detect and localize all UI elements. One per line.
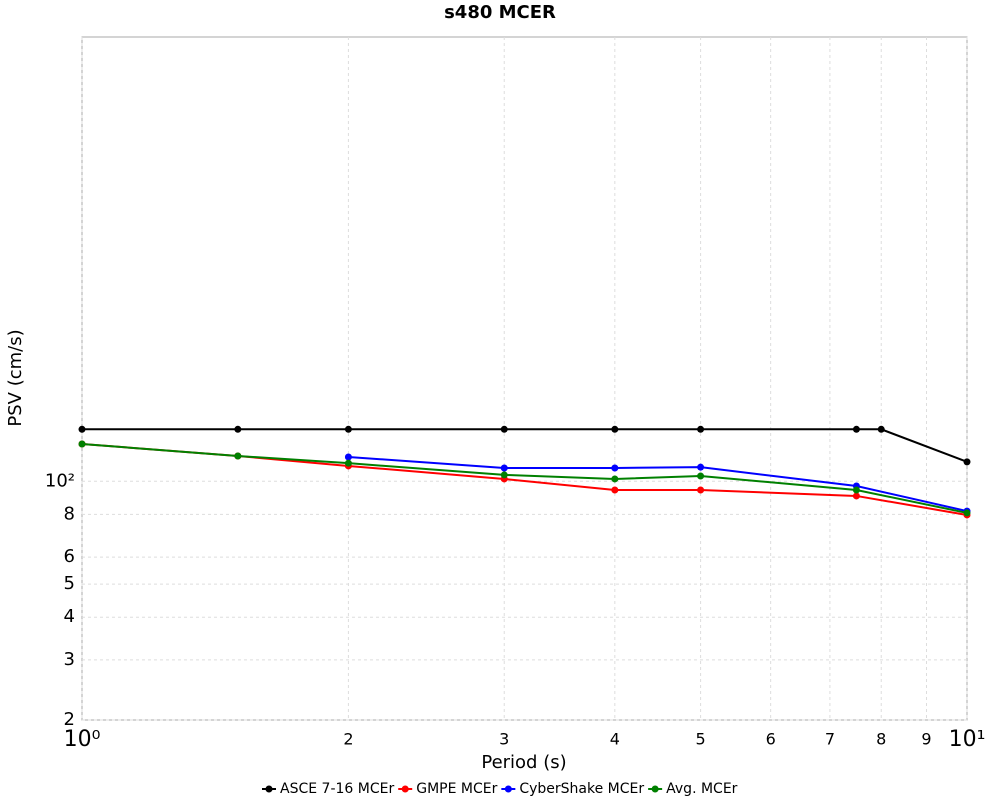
- data-point: [344, 453, 352, 461]
- data-point: [500, 425, 508, 433]
- series-line: [81, 442, 968, 514]
- data-point: [78, 425, 86, 433]
- y-tick-label: 3: [64, 649, 75, 670]
- data-point: [611, 486, 619, 494]
- x-axis-label: Period (s): [481, 752, 566, 773]
- data-point: [697, 486, 705, 494]
- data-point: [697, 472, 705, 480]
- data-point: [500, 471, 508, 479]
- y-tick-label: 5: [64, 573, 75, 594]
- y-tick-label: 4: [64, 606, 75, 627]
- plot-frame: [81, 36, 968, 721]
- legend-swatch: [401, 785, 409, 793]
- y-tick-label: 8: [64, 503, 75, 524]
- y-tick-label: 2: [64, 709, 75, 730]
- data-point: [877, 425, 885, 433]
- data-point: [697, 425, 705, 433]
- chart-title: s480 MCER: [444, 2, 556, 23]
- data-point: [78, 440, 86, 448]
- legend-label: ASCE 7-16 MCEr: [280, 781, 394, 797]
- data-point: [963, 458, 971, 466]
- x-tick-label: 6: [766, 730, 776, 749]
- y-tick-label: 6: [64, 546, 75, 567]
- legend-label: Avg. MCEr: [666, 781, 738, 797]
- data-point: [344, 459, 352, 467]
- x-tick-label: 2: [343, 730, 353, 749]
- data-point: [234, 425, 242, 433]
- data-point: [234, 452, 242, 460]
- data-point: [963, 509, 971, 517]
- series-line: [348, 456, 968, 513]
- legend: ASCE 7-16 MCEr GMPE MCEr CyberShake MCEr Av…: [262, 781, 738, 797]
- legend-swatch: [504, 785, 512, 793]
- data-point: [852, 492, 860, 500]
- data-point: [697, 463, 705, 471]
- legend-swatch: [265, 785, 273, 793]
- x-tick-label: 4: [610, 730, 620, 749]
- data-point: [344, 425, 352, 433]
- data-point: [611, 425, 619, 433]
- data-point: [852, 425, 860, 433]
- x-tick-label: 7: [825, 730, 835, 749]
- legend-label: CyberShake MCEr: [519, 781, 644, 797]
- data-point: [611, 464, 619, 472]
- x-tick-label: 5: [695, 730, 705, 749]
- x-tick-label: 9: [921, 730, 931, 749]
- x-tick-label: 10¹: [949, 727, 986, 752]
- x-tick-label: 10⁰: [64, 727, 101, 752]
- data-point: [852, 486, 860, 494]
- data-point: [500, 464, 508, 472]
- y-tick-label: 10²: [45, 470, 75, 491]
- x-tick-label: 3: [499, 730, 509, 749]
- series-line: [82, 428, 968, 463]
- legend-label: GMPE MCEr: [416, 781, 497, 797]
- legend-swatch: [651, 785, 659, 793]
- y-axis-label: PSV (cm/s): [5, 329, 26, 426]
- x-tick-label: 8: [876, 730, 886, 749]
- data-point: [611, 475, 619, 483]
